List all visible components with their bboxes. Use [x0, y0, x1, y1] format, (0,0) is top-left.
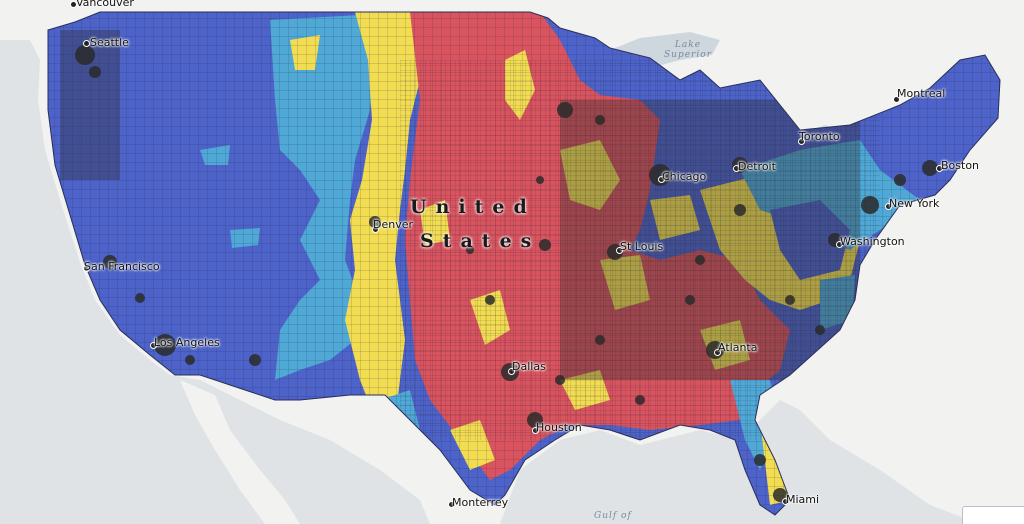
city-label-toronto[interactable]: Toronto [799, 130, 840, 143]
city-dot [733, 165, 740, 172]
city-label-dallas[interactable]: Dallas [512, 360, 546, 373]
city-dot [448, 501, 455, 508]
city-dot [372, 226, 379, 233]
water-label-gulf-of-mexico: Gulf of [594, 511, 632, 521]
water-label-line: Gulf of [594, 511, 632, 521]
city-dot [83, 40, 90, 47]
city-label-washington[interactable]: Washington [840, 235, 905, 248]
city-label-san-francisco[interactable]: San Francisco [84, 260, 160, 273]
city-dot [936, 165, 943, 172]
city-label-miami[interactable]: Miami [786, 493, 820, 506]
city-label-houston[interactable]: Houston [536, 421, 582, 434]
city-label-detroit[interactable]: Detroit [738, 160, 776, 173]
water-label-lake-superior: Lake Superior [664, 40, 712, 60]
water-label-line: Superior [664, 50, 712, 60]
city-dot [782, 498, 789, 505]
city-label-denver[interactable]: Denver [373, 218, 414, 231]
city-label-vancouver[interactable]: Vancouver [76, 0, 134, 9]
city-dot [885, 203, 892, 210]
country-label-line2: States [420, 230, 541, 252]
city-label-montreal[interactable]: Montreal [897, 87, 946, 100]
city-dot [83, 265, 90, 272]
city-label-st-louis[interactable]: St Louis [620, 240, 664, 253]
map-corner-panel[interactable] [962, 506, 1024, 524]
city-dot [616, 247, 623, 254]
city-dot [150, 342, 157, 349]
city-dot [714, 349, 721, 356]
city-label-los-angeles[interactable]: Los Angeles [154, 336, 220, 349]
water-label-line: Lake [674, 40, 702, 50]
city-dot [508, 368, 515, 375]
city-dot [658, 176, 665, 183]
city-dot [532, 427, 539, 434]
city-label-atlanta[interactable]: Atlanta [718, 341, 758, 354]
city-dot [70, 1, 77, 8]
country-label-line1: United [410, 196, 536, 218]
city-label-monterrey[interactable]: Monterrey [452, 496, 509, 509]
city-label-chicago[interactable]: Chicago [662, 170, 707, 183]
city-label-boston[interactable]: Boston [941, 159, 980, 172]
city-label-seattle[interactable]: Seattle [90, 36, 129, 49]
city-dot [836, 241, 843, 248]
city-label-new-york[interactable]: New York [889, 197, 940, 210]
city-dot [798, 138, 805, 145]
city-dot [893, 96, 900, 103]
